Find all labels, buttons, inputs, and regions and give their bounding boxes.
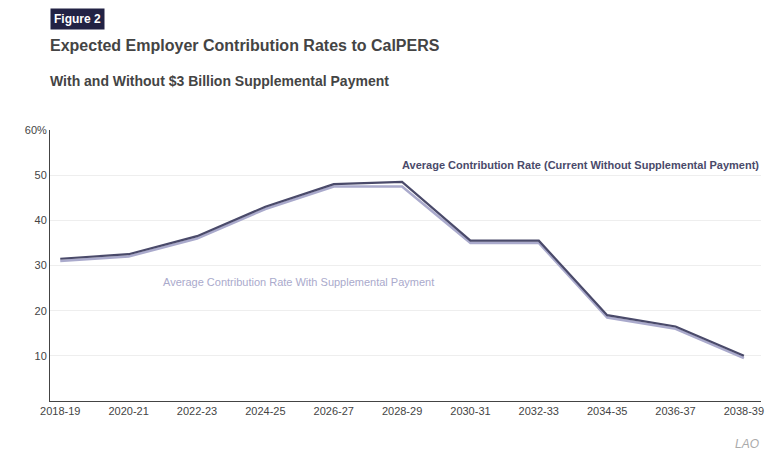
svg-text:2036-37: 2036-37 <box>655 405 695 417</box>
svg-text:2020-21: 2020-21 <box>108 405 148 417</box>
svg-text:2026-27: 2026-27 <box>314 405 354 417</box>
svg-text:2024-25: 2024-25 <box>245 405 285 417</box>
svg-text:Average Contribution Rate With: Average Contribution Rate With Supplemen… <box>163 276 434 288</box>
svg-text:2030-31: 2030-31 <box>450 405 490 417</box>
svg-text:Figure 2: Figure 2 <box>54 12 101 26</box>
svg-text:20: 20 <box>35 305 47 317</box>
svg-text:2028-29: 2028-29 <box>382 405 422 417</box>
svg-text:LAO: LAO <box>735 437 759 451</box>
svg-text:50: 50 <box>35 169 47 181</box>
svg-text:40: 40 <box>35 214 47 226</box>
svg-text:2032-33: 2032-33 <box>519 405 559 417</box>
svg-text:2034-35: 2034-35 <box>587 405 627 417</box>
svg-text:2022-23: 2022-23 <box>177 405 217 417</box>
svg-text:60%: 60% <box>25 124 47 136</box>
svg-text:10: 10 <box>35 350 47 362</box>
svg-text:Expected Employer Contribution: Expected Employer Contribution Rates to … <box>50 37 440 54</box>
svg-text:2038-39: 2038-39 <box>724 405 764 417</box>
svg-text:Average Contribution Rate (Cur: Average Contribution Rate (Current Witho… <box>402 159 759 171</box>
svg-text:With and Without $3 Billion Su: With and Without $3 Billion Supplemental… <box>50 73 389 89</box>
svg-text:30: 30 <box>35 259 47 271</box>
svg-text:2018-19: 2018-19 <box>40 405 80 417</box>
